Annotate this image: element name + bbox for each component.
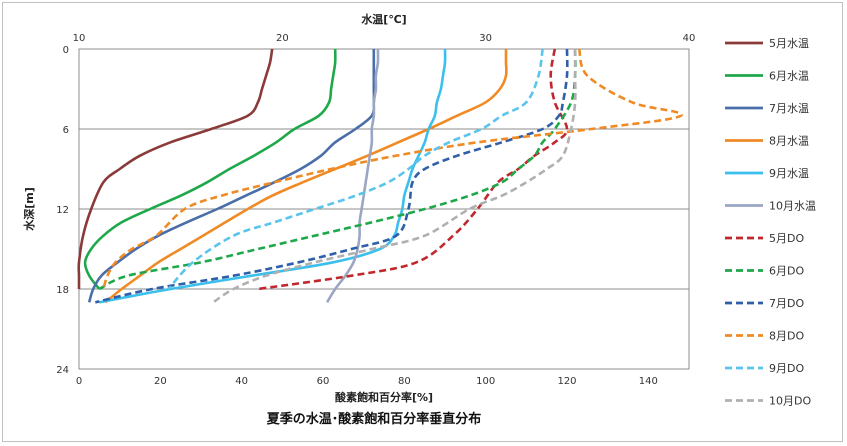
legend-label: 10月DO bbox=[769, 395, 811, 408]
y-tick-label: 18 bbox=[56, 285, 69, 296]
top-tick-label: 10 bbox=[73, 33, 86, 44]
series-line-9 bbox=[95, 48, 569, 304]
top-axis-title: 水温[℃] bbox=[361, 12, 406, 26]
legend-label: 8月DO bbox=[769, 330, 804, 343]
series-line-2 bbox=[83, 48, 337, 290]
series-line-12 bbox=[212, 48, 577, 304]
bottom-tick-label: 120 bbox=[557, 376, 576, 387]
series-line-4 bbox=[104, 49, 508, 304]
legend-label: 9月DO bbox=[769, 362, 804, 375]
bottom-tick-label: 100 bbox=[476, 376, 495, 387]
legend-label: 9月水温 bbox=[769, 167, 809, 180]
bottom-tick-label: 80 bbox=[398, 376, 411, 387]
bottom-tick-label: 0 bbox=[76, 376, 82, 387]
legend-label: 7月DO bbox=[769, 297, 804, 310]
legend-label: 5月DO bbox=[769, 232, 804, 245]
series-line-7 bbox=[257, 48, 569, 291]
grid bbox=[78, 48, 690, 370]
legend: 5月水温 6月水温 7月水温 8月水温 9月水温 10月水温 5月DO 6月DO 7月DO 8月D… bbox=[725, 37, 816, 408]
profile-chart: 0 6 12 18 24 10 20 30 40 0 20 40 60 80 100 120 140 5月水温 6… bbox=[22, 12, 816, 427]
legend-label: 6月水温 bbox=[769, 70, 809, 83]
axes: 0 6 12 18 24 10 20 30 40 0 20 40 60 80 100 120 140 bbox=[56, 33, 695, 387]
series-line-11 bbox=[167, 48, 544, 290]
y-axis-title: 水深[m] bbox=[22, 187, 36, 231]
chart-frame: 0 6 12 18 24 10 20 30 40 0 20 40 60 80 100 120 140 5月水温 6… bbox=[2, 2, 843, 442]
series-line-1 bbox=[77, 48, 274, 289]
top-tick-label: 20 bbox=[276, 33, 289, 44]
legend-label: 5月水温 bbox=[769, 37, 809, 50]
series-lines bbox=[77, 48, 683, 304]
series-line-8 bbox=[98, 48, 577, 291]
bottom-tick-label: 40 bbox=[235, 376, 248, 387]
series-line-3 bbox=[87, 49, 376, 303]
y-tick-label: 0 bbox=[63, 45, 69, 56]
bottom-axis-title: 酸素飽和百分率[%] bbox=[335, 390, 433, 404]
legend-label: 8月水温 bbox=[769, 135, 809, 148]
legend-label: 7月水温 bbox=[769, 102, 809, 115]
chart-title: 夏季の水温･酸素飽和百分率垂直分布 bbox=[266, 411, 482, 427]
series-line-5 bbox=[99, 48, 447, 304]
series-line-10 bbox=[102, 48, 683, 290]
y-tick-label: 24 bbox=[56, 365, 69, 376]
top-tick-label: 40 bbox=[683, 33, 696, 44]
y-tick-label: 12 bbox=[56, 205, 69, 216]
legend-label: 6月DO bbox=[769, 265, 804, 278]
bottom-tick-label: 140 bbox=[639, 376, 658, 387]
bottom-tick-label: 60 bbox=[317, 376, 330, 387]
bottom-tick-label: 20 bbox=[154, 376, 167, 387]
top-tick-label: 30 bbox=[479, 33, 492, 44]
legend-label: 10月水温 bbox=[769, 200, 816, 213]
series-line-6 bbox=[325, 48, 380, 303]
y-tick-label: 6 bbox=[63, 125, 69, 136]
